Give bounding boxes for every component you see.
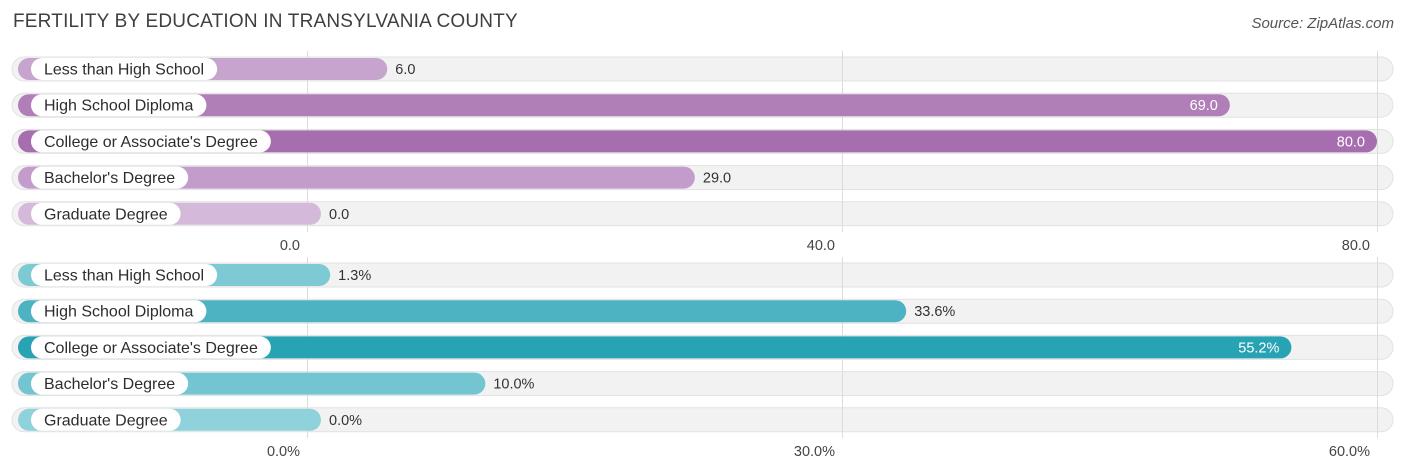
x-tick-label: 60.0% [1329, 444, 1370, 460]
category-pill [31, 94, 207, 117]
category-label: Bachelor's Degree [44, 376, 175, 393]
source-note: Source: ZipAtlas.com [1251, 15, 1394, 32]
category-pill [31, 372, 189, 395]
x-tick-label: 0.0 [280, 238, 300, 254]
category-label: Bachelor's Degree [44, 170, 175, 187]
category-pill [31, 336, 271, 359]
bar [18, 300, 907, 323]
value-label: 80.0 [1337, 134, 1365, 150]
category-label: Less than High School [44, 62, 204, 79]
x-tick-label: 40.0 [807, 238, 835, 254]
row-background [11, 201, 1394, 227]
value-label: 10.0% [493, 377, 534, 393]
bar [18, 130, 1377, 153]
category-pill [31, 202, 181, 225]
value-label: 33.6% [914, 304, 955, 320]
category-pill [31, 58, 218, 80]
category-pill [31, 166, 189, 189]
value-label: 29.0 [703, 171, 731, 187]
category-pill [31, 300, 207, 323]
category-label: High School Diploma [44, 98, 194, 115]
x-tick-label: 30.0% [794, 444, 835, 460]
category-label: Less than High School [44, 268, 204, 285]
category-label: Graduate Degree [44, 206, 168, 223]
category-pill [31, 264, 218, 286]
value-label: 1.3% [338, 268, 371, 284]
bar [18, 94, 1230, 117]
chart-title: FERTILITY BY EDUCATION IN TRANSYLVANIA C… [13, 11, 518, 32]
value-label: 6.0 [395, 62, 415, 78]
x-tick-label: 80.0 [1342, 238, 1370, 254]
value-label: 69.0 [1190, 98, 1218, 114]
category-label: College or Associate's Degree [44, 340, 258, 357]
row-background [11, 262, 1394, 288]
row-background [11, 407, 1394, 433]
value-label: 0.0% [329, 413, 362, 429]
category-label: Graduate Degree [44, 412, 168, 429]
category-pill [31, 130, 271, 153]
value-label: 0.0 [329, 207, 349, 223]
bar [18, 166, 695, 189]
category-label: College or Associate's Degree [44, 134, 258, 151]
x-tick-label: 0.0% [267, 444, 300, 460]
bar [18, 336, 1292, 359]
value-label: 55.2% [1238, 340, 1279, 356]
category-pill [31, 408, 181, 431]
category-label: High School Diploma [44, 304, 194, 321]
